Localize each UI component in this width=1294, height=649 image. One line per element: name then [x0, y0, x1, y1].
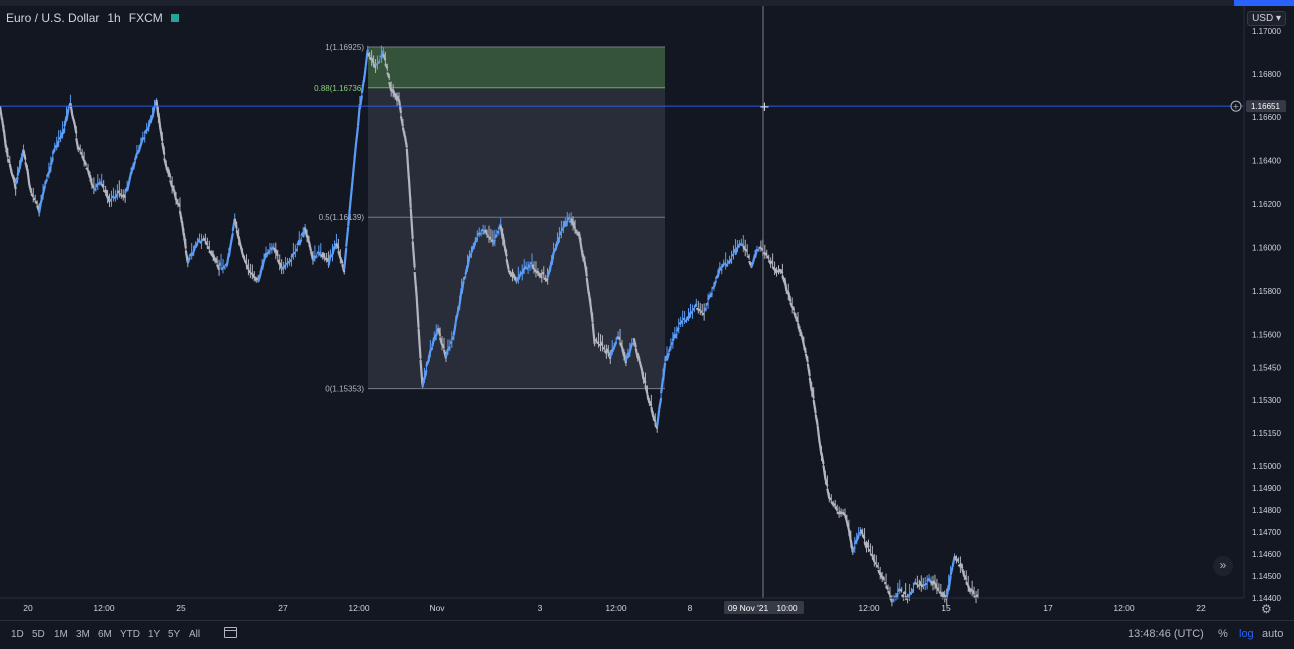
price-tick-label: 1.17000	[1252, 27, 1281, 36]
timeframe-all[interactable]: All	[189, 629, 200, 640]
calendar-icon[interactable]	[224, 627, 237, 638]
time-tick-label: 12:00	[93, 603, 115, 613]
time-tick-label: 09 Nov '21	[728, 603, 769, 613]
price-tick-label: 1.15150	[1252, 429, 1281, 438]
timeframe-1m[interactable]: 1M	[54, 629, 68, 640]
utc-clock[interactable]: 13:48:46 (UTC)	[1128, 628, 1204, 640]
time-tick-label: 8	[688, 603, 693, 613]
symbol-legend: Euro / U.S. Dollar 1h FXCM	[6, 11, 179, 25]
time-tick-label: 3	[538, 603, 543, 613]
fib-level-label: 1(1.16925)	[325, 43, 364, 52]
price-tick-label: 1.15300	[1252, 396, 1281, 405]
price-tick-label: 1.14900	[1252, 484, 1281, 493]
price-tick-label: 1.15800	[1252, 287, 1281, 296]
crosshair-price-label: 1.16651	[1251, 102, 1280, 111]
fib-level-label: 0.88(1.16736)	[314, 84, 364, 93]
time-tick-label: 27	[278, 603, 288, 613]
crosshair-cursor-icon: +	[759, 100, 770, 115]
price-segment	[354, 144, 356, 165]
bottom-toolbar: 1D 5D 1M 3M 6M YTD 1Y 5Y All 13:48:46 (U…	[0, 620, 1294, 649]
price-axis[interactable]: 1.17000 1.16800 1.16600 1.16400 1.16200 1.160…	[1231, 6, 1294, 620]
auto-toggle[interactable]: auto	[1262, 628, 1283, 640]
time-tick-label: 25	[176, 603, 186, 613]
log-toggle[interactable]: log	[1239, 628, 1254, 640]
currency-label: USD	[1252, 13, 1273, 24]
time-tick-label: 12:00	[858, 603, 880, 613]
timeframe-1y[interactable]: 1Y	[148, 629, 160, 640]
scroll-to-realtime-button[interactable]: »	[1213, 556, 1233, 576]
price-tick-label: 1.16400	[1252, 157, 1281, 166]
gear-icon[interactable]: ⚙	[1261, 602, 1272, 616]
time-tick-label: 22	[1196, 603, 1206, 613]
symbol-name[interactable]: Euro / U.S. Dollar	[6, 11, 99, 25]
time-tick-label: 10:00	[776, 603, 798, 613]
timeframe-5d[interactable]: 5D	[32, 629, 45, 640]
timeframe-5y[interactable]: 5Y	[168, 629, 180, 640]
timeframe-1d[interactable]: 1D	[11, 629, 24, 640]
price-segment	[348, 205, 350, 226]
fib-zone-1-088	[368, 47, 665, 88]
timeframe-3m[interactable]: 3M	[76, 629, 90, 640]
time-tick-label: 12:00	[348, 603, 370, 613]
price-tick-label: 1.14500	[1252, 572, 1281, 581]
time-tick-label: 12:00	[605, 603, 627, 613]
time-tick-label: Nov	[429, 603, 445, 613]
price-tick-label: 1.14600	[1252, 550, 1281, 559]
currency-button[interactable]: USD ▾	[1247, 11, 1286, 26]
time-tick-label: 17	[1043, 603, 1053, 613]
interval-label[interactable]: 1h	[107, 11, 120, 25]
fib-level-label: 0(1.15353)	[325, 385, 364, 394]
price-tick-label: 1.14800	[1252, 506, 1281, 515]
add-alert-plus: +	[1233, 102, 1240, 111]
price-tick-label: 1.14700	[1252, 528, 1281, 537]
price-tick-label: 1.16600	[1252, 113, 1281, 122]
time-axis[interactable]: 20 12:00 25 27 12:00 Nov 3 12:00 8 09 Nov '21 10:0…	[0, 598, 1244, 614]
fib-level-label: 0.5(1.16139)	[319, 213, 365, 222]
time-tick-label: 12:00	[1113, 603, 1135, 613]
exchange-label: FXCM	[129, 11, 163, 25]
price-tick-label: 1.15600	[1252, 331, 1281, 340]
price-tick-label: 1.16800	[1252, 70, 1281, 79]
price-tick-label: 1.15450	[1252, 363, 1281, 372]
time-tick-label: 15	[941, 603, 951, 613]
price-tick-label: 1.15000	[1252, 462, 1281, 471]
market-status-icon	[171, 14, 179, 22]
price-tick-label: 1.16000	[1252, 243, 1281, 252]
price-segment	[366, 50, 368, 66]
timeframe-6m[interactable]: 6M	[98, 629, 112, 640]
time-tick-label: 20	[23, 603, 33, 613]
timeframe-ytd[interactable]: YTD	[120, 629, 140, 640]
percent-toggle[interactable]: %	[1218, 628, 1228, 640]
price-tick-label: 1.16200	[1252, 200, 1281, 209]
